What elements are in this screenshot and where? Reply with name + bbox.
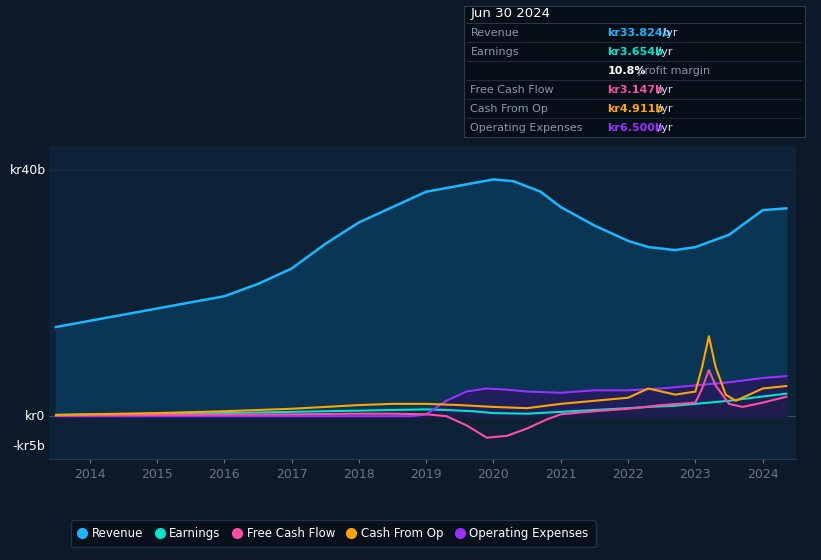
Text: /yr: /yr (654, 123, 672, 133)
Text: /yr: /yr (654, 85, 672, 95)
Text: kr4.911b: kr4.911b (608, 104, 664, 114)
Text: kr6.500b: kr6.500b (608, 123, 663, 133)
Text: Operating Expenses: Operating Expenses (470, 123, 583, 133)
Text: kr0: kr0 (25, 410, 45, 423)
Text: kr3.654b: kr3.654b (608, 47, 663, 57)
Text: Revenue: Revenue (470, 28, 519, 38)
Text: /yr: /yr (659, 28, 678, 38)
Text: profit margin: profit margin (635, 66, 710, 76)
Text: Cash From Op: Cash From Op (470, 104, 548, 114)
Text: 10.8%: 10.8% (608, 66, 646, 76)
Text: kr33.824b: kr33.824b (608, 28, 671, 38)
Text: -kr5b: -kr5b (13, 440, 45, 454)
Text: kr3.147b: kr3.147b (608, 85, 663, 95)
Text: /yr: /yr (654, 47, 672, 57)
Legend: Revenue, Earnings, Free Cash Flow, Cash From Op, Operating Expenses: Revenue, Earnings, Free Cash Flow, Cash … (71, 520, 596, 547)
Text: kr40b: kr40b (9, 164, 45, 177)
Text: /yr: /yr (654, 104, 672, 114)
Text: Earnings: Earnings (470, 47, 519, 57)
Text: Jun 30 2024: Jun 30 2024 (470, 7, 550, 20)
Text: Free Cash Flow: Free Cash Flow (470, 85, 554, 95)
